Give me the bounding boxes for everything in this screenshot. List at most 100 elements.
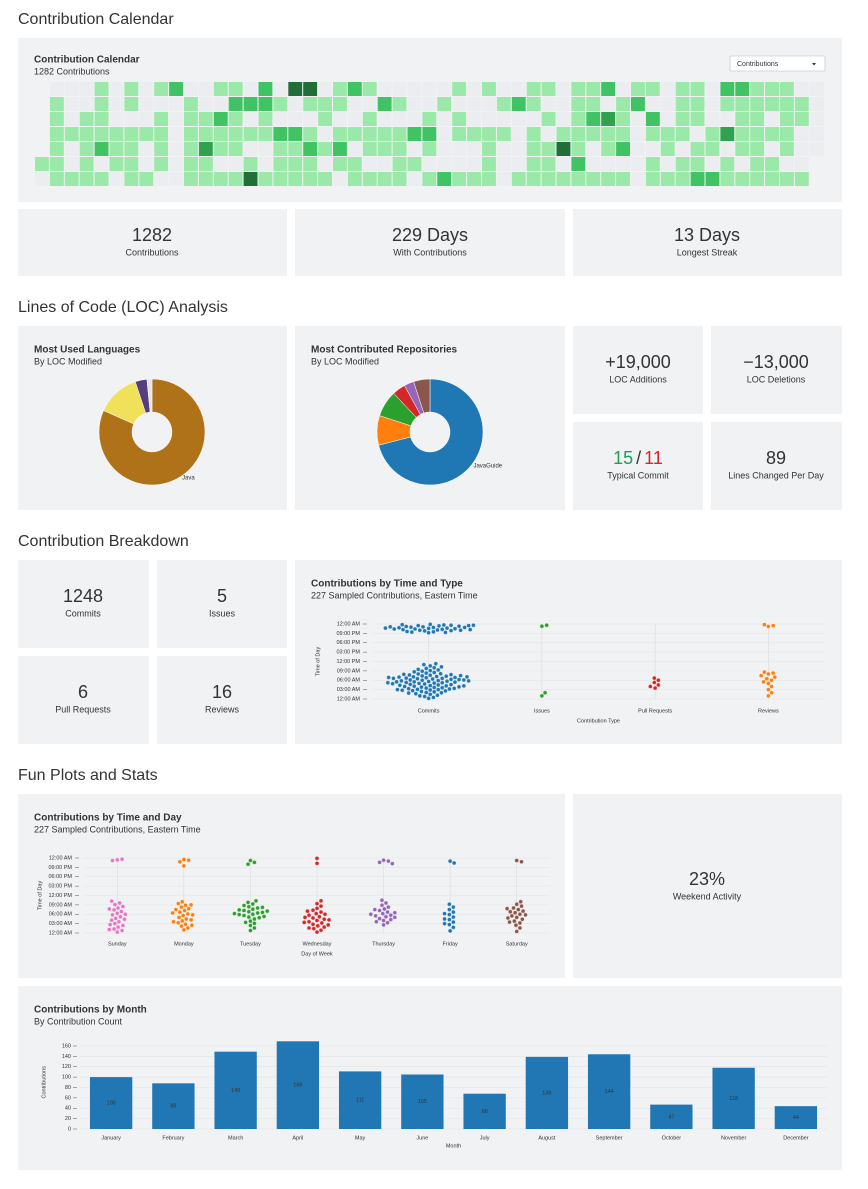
pie-slice [413,378,431,414]
day-cell [496,82,511,96]
day-cell [407,142,422,156]
day-cell [616,97,630,111]
day-cell [184,142,198,156]
day-cell [184,112,198,126]
point [118,914,123,919]
point [432,685,437,690]
point [419,684,424,690]
day-cell [467,82,481,96]
point [456,684,462,689]
x-tick-label: May [355,1135,366,1141]
point [314,906,320,911]
day-cell [571,142,586,156]
day-cell [124,82,139,96]
point [420,624,426,629]
day-cell [184,127,198,141]
y-tick-label: 20 [65,1116,71,1122]
day-cell [377,82,392,96]
day-cell [541,82,556,96]
day-cell [288,112,303,126]
day-cell [794,97,809,111]
point [452,679,458,685]
x-tick-label: Reviews [758,708,779,714]
panel [573,326,703,414]
point [766,681,771,686]
x-tick-label: Wednesday [303,941,332,947]
day-cell [243,142,258,156]
day-cell [392,172,407,186]
day-cell [273,172,288,186]
point [422,681,427,687]
day-cell [377,127,392,141]
day-cell [318,157,332,171]
point [261,914,267,919]
point [123,912,128,917]
y-tick-label: 06:00 AM [337,678,361,684]
day-cell [258,127,273,141]
point [440,676,445,681]
day-cell [109,112,124,126]
day-cell [243,82,258,96]
day-cell [169,112,183,126]
day-cell [720,82,735,96]
point [406,686,411,691]
point [444,625,450,631]
slice-label: JavaGuide [473,463,502,469]
point [424,685,429,691]
day-cell [720,127,735,141]
point [451,925,456,930]
bar [338,1071,382,1129]
day-cell [64,172,79,186]
x-axis-label: Month [446,1143,461,1149]
day-cell [631,157,645,171]
x-tick-label: October [662,1135,682,1141]
point [447,686,452,692]
day-cell [79,97,94,111]
day-cell [94,82,109,96]
x-tick-label: Saturday [506,941,528,947]
point [107,927,112,932]
day-cell [407,127,422,141]
section-title: Fun Plots and Stats [18,767,158,784]
day-cell [49,157,64,171]
point [386,675,391,680]
day-cell [64,112,79,126]
y-tick-label: 160 [62,1043,71,1049]
point [428,683,433,688]
point [176,920,181,925]
point [448,628,454,633]
point [431,695,436,700]
day-cell [362,157,377,171]
day-cell [586,97,601,111]
y-tick-label: 06:00 PM [336,640,360,646]
point [466,678,471,684]
point [115,905,121,911]
day-cell [109,127,124,141]
day-cell [690,82,705,96]
point [440,685,445,690]
point [305,908,310,914]
bar-label: 139 [542,1090,551,1096]
day-cell [541,127,556,141]
day-cell [64,157,79,171]
day-cell [452,142,467,156]
point [436,682,441,688]
day-cell [645,142,660,156]
point [400,688,405,693]
day-cell [184,97,198,111]
point [439,664,444,669]
day-cell [139,127,154,141]
day-cell [571,127,586,141]
dropdown[interactable] [729,55,826,72]
x-axis-label: Contribution Type [577,718,620,724]
chart-title: Contributions by Time and Day [34,813,182,824]
point [514,858,519,863]
point [386,858,391,864]
day-cell [407,112,422,126]
point [648,684,653,689]
point [388,624,393,629]
point [260,910,265,915]
point [766,693,771,699]
day-cell [79,82,94,96]
day-cell [482,127,496,141]
